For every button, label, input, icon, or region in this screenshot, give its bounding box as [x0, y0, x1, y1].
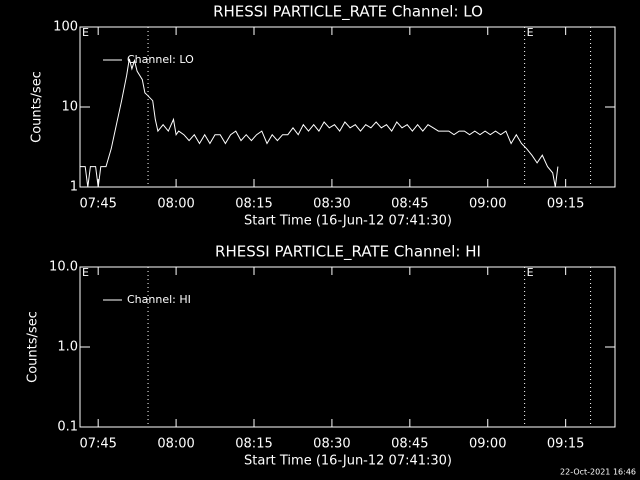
x-tick-label: 08:45 — [391, 197, 428, 212]
x-tick-label: 08:00 — [157, 437, 194, 452]
annotation: E — [82, 266, 89, 279]
y-tick-label: 1 — [70, 180, 78, 195]
y-tick-label: 10.0 — [49, 260, 78, 275]
annotation: E — [527, 26, 534, 39]
legend-label: Channel: LO — [127, 53, 194, 66]
x-tick-label: 08:15 — [235, 197, 272, 212]
x-tick-label: 08:00 — [157, 197, 194, 212]
x-tick-label: 09:15 — [547, 437, 584, 452]
x-tick-label: 09:00 — [469, 197, 506, 212]
annotation: E — [82, 26, 89, 39]
x-tick-label: 07:45 — [79, 197, 116, 212]
x-tick-label: 09:15 — [547, 197, 584, 212]
x-tick-label: 08:30 — [313, 437, 350, 452]
x-tick-label: 08:15 — [235, 437, 272, 452]
x-tick-label: 08:30 — [313, 197, 350, 212]
y-tick-label: 0.1 — [57, 420, 78, 435]
annotation: E — [527, 266, 534, 279]
series-line — [80, 58, 559, 188]
plot-frame — [79, 26, 616, 188]
y-axis-label: Counts/sec — [26, 311, 41, 383]
chart-title: RHESSI PARTICLE_RATE Channel: HI — [215, 243, 481, 262]
footer: 22-Oct-2021 16:46 — [560, 468, 636, 477]
y-tick-label: 10 — [61, 100, 78, 115]
legend-label: Channel: HI — [127, 293, 191, 306]
x-tick-label: 08:45 — [391, 437, 428, 452]
y-tick-label: 100 — [53, 20, 78, 35]
x-tick-label: 09:00 — [469, 437, 506, 452]
y-axis-label: Counts/sec — [30, 71, 45, 143]
y-tick-label: 1.0 — [57, 340, 78, 355]
x-axis-label: Start Time (16-Jun-12 07:41:30) — [244, 214, 452, 229]
x-axis-label: Start Time (16-Jun-12 07:41:30) — [244, 454, 452, 469]
x-tick-label: 07:45 — [79, 437, 116, 452]
plot-frame — [79, 266, 616, 428]
chart-title: RHESSI PARTICLE_RATE Channel: LO — [213, 3, 483, 22]
